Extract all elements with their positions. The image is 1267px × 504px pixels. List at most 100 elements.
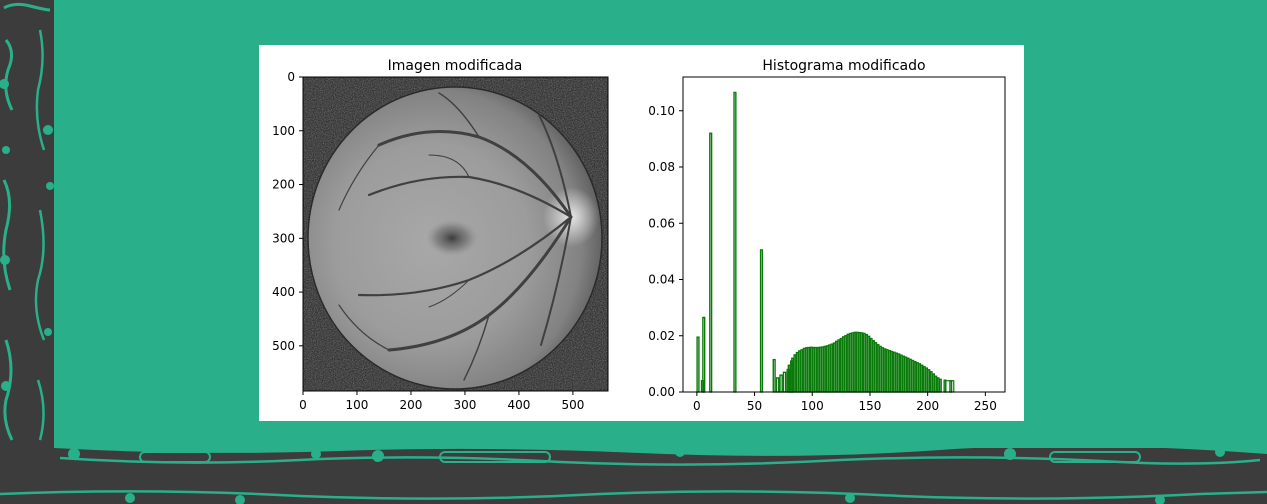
histogram-bar — [878, 345, 882, 393]
histogram-spike-bar — [759, 249, 764, 393]
histogram-bar — [927, 369, 931, 393]
histogram-bar — [818, 346, 822, 393]
histogram-y-tick-label: 0.10 — [648, 104, 675, 118]
histogram-bar — [931, 373, 935, 393]
image-y-tick-label: 400 — [272, 285, 295, 299]
histogram-bar — [906, 357, 910, 393]
histogram-bar — [908, 358, 912, 393]
histogram-bar — [901, 355, 905, 393]
histogram-y-tick-label: 0.08 — [648, 160, 675, 174]
histogram-bar — [918, 363, 922, 393]
histogram-bar — [862, 332, 866, 393]
histogram-x-tick-label: 250 — [974, 399, 997, 413]
histogram-bar — [823, 345, 827, 393]
histogram-bar — [888, 349, 892, 393]
histogram-bar — [853, 331, 857, 393]
histogram-bar — [934, 375, 938, 393]
histogram-bar — [798, 350, 802, 393]
histogram-bar — [920, 364, 924, 393]
figure-panel: Imagen modificada 0 100 20 — [259, 45, 1024, 421]
image-x-tick-label: 200 — [400, 398, 423, 412]
histogram-bar — [795, 351, 799, 393]
histogram-bar — [885, 349, 889, 393]
histogram-bar — [802, 347, 806, 393]
histogram-y-tick-label: 0.00 — [648, 385, 675, 399]
image-title: Imagen modificada — [388, 58, 523, 74]
histogram-bar — [851, 332, 855, 393]
histogram-bar — [922, 365, 926, 393]
histogram-x-tick-label: 100 — [801, 399, 824, 413]
histogram-bar — [860, 332, 864, 393]
histogram-bar — [949, 380, 953, 393]
histogram-bar — [830, 343, 834, 393]
histogram-bar — [874, 342, 878, 393]
histogram-bar — [844, 335, 848, 393]
histogram-bar — [890, 350, 894, 393]
histogram-bar — [804, 347, 808, 393]
image-x-tick-label: 0 — [299, 398, 307, 412]
histogram-axes-frame — [682, 76, 1006, 393]
histogram-bar — [858, 331, 862, 393]
histogram-bar — [876, 344, 880, 393]
image-y-tick-label: 100 — [272, 124, 295, 138]
image-x-tick-label: 100 — [346, 398, 369, 412]
histogram-bar — [775, 377, 780, 393]
histogram-x-tick-label: 150 — [859, 399, 882, 413]
image-axes-frame — [302, 76, 609, 392]
histogram-spike-bar — [709, 132, 713, 393]
histogram-x-tick-label: 200 — [916, 399, 939, 413]
histogram-x-axis: 0 50 100 150 200 250 — [693, 392, 997, 413]
histogram-bar — [839, 337, 843, 393]
histogram-bar — [825, 345, 829, 393]
histogram-bar — [867, 335, 871, 393]
retina-image — [303, 77, 608, 391]
histogram-bar — [855, 331, 859, 393]
histogram-bar — [881, 347, 885, 393]
histogram-bar — [809, 346, 813, 393]
histogram-bar — [911, 359, 915, 393]
histogram-title: Histograma modificado — [762, 58, 925, 74]
histogram-bar — [929, 371, 933, 393]
histogram-bar — [848, 332, 852, 393]
histogram-y-axis: 0.00 0.02 0.04 0.06 0.08 0.10 — [648, 104, 683, 399]
histogram-bar — [832, 342, 836, 393]
histogram-y-tick-label: 0.06 — [648, 216, 675, 230]
histogram-bar — [821, 346, 825, 393]
histogram-y-tick-label: 0.02 — [648, 329, 675, 343]
histogram-bar — [807, 346, 811, 393]
histogram-x-tick-label: 50 — [747, 399, 762, 413]
histogram-bar — [904, 356, 908, 393]
image-y-tick-label: 500 — [272, 339, 295, 353]
histogram-bar — [846, 333, 850, 393]
figure-canvas: Imagen modificada 0 100 20 — [272, 58, 1006, 413]
image-y-axis: 0 100 200 300 400 500 — [272, 70, 303, 353]
histogram-y-tick-label: 0.04 — [648, 273, 675, 287]
histogram-bar — [793, 354, 797, 393]
histogram-bar — [782, 371, 787, 393]
histogram-bar — [936, 377, 940, 393]
histogram-bar — [915, 362, 919, 393]
histogram-bar — [883, 348, 887, 393]
histogram-bar — [871, 340, 875, 393]
histogram-bar — [925, 367, 929, 393]
histogram-bar — [892, 351, 896, 393]
histogram-bar — [816, 346, 820, 393]
histogram-bar — [811, 346, 815, 393]
image-x-tick-label: 300 — [453, 398, 476, 412]
image-y-tick-label: 200 — [272, 178, 295, 192]
histogram-x-tick-label: 0 — [693, 399, 701, 413]
histogram-bar — [899, 354, 903, 393]
histogram-bars — [696, 91, 955, 393]
histogram-bar — [814, 346, 818, 393]
histogram-bar — [938, 378, 942, 393]
histogram-bar — [895, 352, 899, 393]
histogram-bar — [897, 353, 901, 393]
histogram-spike-bar — [733, 91, 737, 393]
histogram-bar — [837, 339, 841, 393]
histogram-bar — [913, 360, 917, 393]
histogram-bar — [841, 336, 845, 393]
image-x-tick-label: 500 — [561, 398, 584, 412]
histogram-bar — [869, 337, 873, 393]
histogram-spike-bar — [696, 336, 700, 393]
image-y-tick-label: 300 — [272, 231, 295, 245]
